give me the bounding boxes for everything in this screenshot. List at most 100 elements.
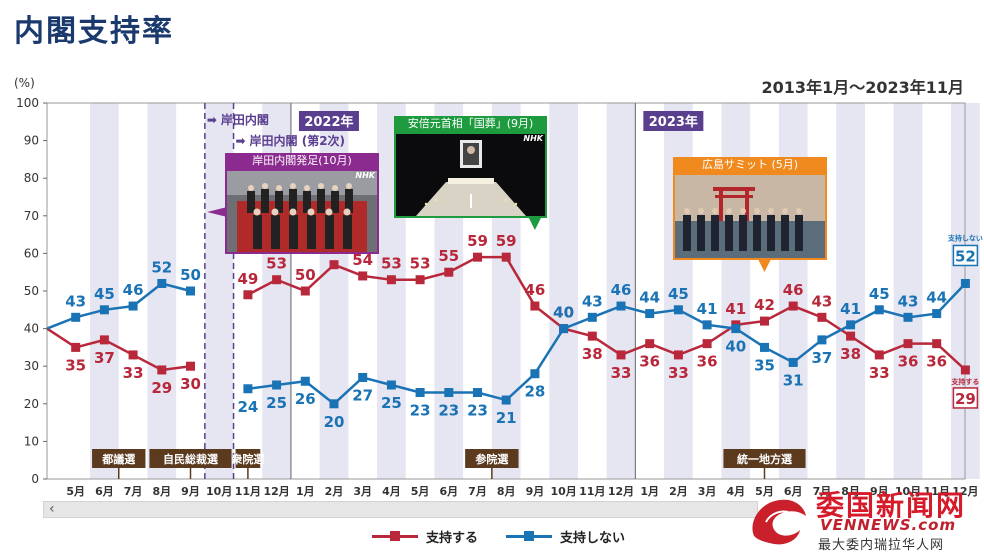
data-point [128,350,138,360]
data-label: 50 [180,266,201,284]
year-badge-label: 2023年 [649,114,698,130]
column-band [606,103,636,479]
callout-summit-caption: 広島サミット (5月) [701,158,799,171]
data-label: 41 [725,300,746,318]
x-tick-label: 12月 [263,485,289,498]
legend-item-nonsupport: 支持しない [506,527,625,546]
data-point [272,380,282,390]
legend-label-support: 支持する [426,531,479,546]
election-badge [723,449,806,468]
x-tick-label: 5月 [755,485,774,498]
data-point [99,335,109,345]
data-label: 40 [553,304,574,322]
funeral-photo [396,134,545,216]
data-point [645,339,655,349]
data-point [386,380,396,390]
x-tick-label: 6月 [784,485,803,498]
data-label: 53 [381,255,402,273]
data-label: 40 [725,338,746,356]
end-value-label: 29 [955,390,976,408]
data-point [71,342,81,352]
data-label: 21 [496,409,517,427]
page-title: 内閣支持率 [14,14,174,49]
legend-swatch-support [372,531,418,541]
callout-hiroshima-summit: 広島サミット (5月) [673,157,827,260]
data-label: 49 [237,270,258,288]
data-point [386,275,396,285]
data-label: 23 [438,402,459,420]
data-label: 38 [840,345,861,363]
election-badge [92,449,146,468]
data-label: 25 [381,394,402,412]
data-label: 52 [151,258,172,276]
data-label: 36 [898,353,919,371]
x-tick-label: 1月 [296,485,315,498]
data-point [444,267,454,277]
election-label: 参院選 [475,452,508,466]
end-value-box [952,387,979,409]
data-label: 33 [611,364,632,382]
data-label: 53 [410,255,431,273]
series-line [46,327,191,372]
data-label: 27 [352,386,373,404]
x-tick-label: 10月 [206,485,232,498]
summit-photo [675,175,825,258]
data-point [932,339,942,349]
x-tick-label: 11月 [924,485,950,498]
data-point [817,335,827,345]
election-badge [465,449,519,468]
y-tick-label: 0 [31,472,39,486]
data-point [128,301,138,311]
end-series-name: 支持する [950,377,979,386]
watermark-site: VENNEWS.com [820,516,957,534]
y-tick-label: 60 [24,246,39,260]
data-label: 59 [467,232,488,250]
data-point [874,350,884,360]
x-tick-label: 3月 [353,485,372,498]
data-point [157,365,167,375]
data-point [300,376,310,386]
data-label: 44 [926,289,947,307]
year-badge-label: 2022年 [304,114,353,130]
data-point [243,384,253,394]
data-label: 46 [524,281,545,299]
x-tick-label: 12月 [952,485,978,498]
data-point [559,324,569,334]
year-badge [298,111,359,131]
x-tick-label: 8月 [497,485,516,498]
callout-abe-caption: 安倍元首相「国葬」(9月) [407,117,534,130]
election-label: 都議選 [101,452,135,466]
series-line [46,282,191,330]
column-band [836,103,865,479]
election-badge [149,449,232,468]
data-point [415,388,425,398]
horizontal-scrollbar[interactable]: ‹ [43,501,758,518]
legend-item-support: 支持する [372,527,478,546]
data-point [358,271,368,281]
y-tick-label: 100 [16,96,39,110]
data-point [702,339,712,349]
data-point [817,312,827,322]
callout-kishida-caption: 岸田内閣発足(10月) [252,154,352,167]
event-arrow-icon: ➡ [236,134,246,148]
data-label: 43 [898,292,919,310]
x-tick-label: 6月 [95,485,114,498]
data-label: 24 [237,398,258,416]
data-point [300,286,310,296]
data-label: 35 [65,356,86,374]
data-point [473,252,482,262]
data-point [530,301,540,311]
data-label: 44 [639,289,660,307]
callout-summit-pointer [758,260,771,272]
data-label: 30 [180,375,201,393]
x-tick-label: 9月 [181,485,200,498]
x-tick-label: 10月 [895,485,921,498]
column-band [893,103,923,479]
dragon-logo-icon [752,499,806,545]
data-point [587,312,597,322]
y-tick-label: 10 [24,434,39,448]
scroll-left-icon[interactable]: ‹ [49,501,55,517]
data-point [731,324,741,334]
watermark-subtitle: 最大委内瑞拉华人网 [818,538,945,553]
